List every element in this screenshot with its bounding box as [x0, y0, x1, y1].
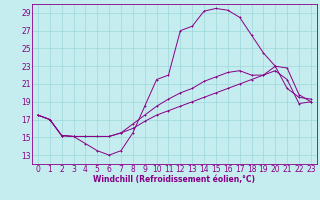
X-axis label: Windchill (Refroidissement éolien,°C): Windchill (Refroidissement éolien,°C): [93, 175, 255, 184]
